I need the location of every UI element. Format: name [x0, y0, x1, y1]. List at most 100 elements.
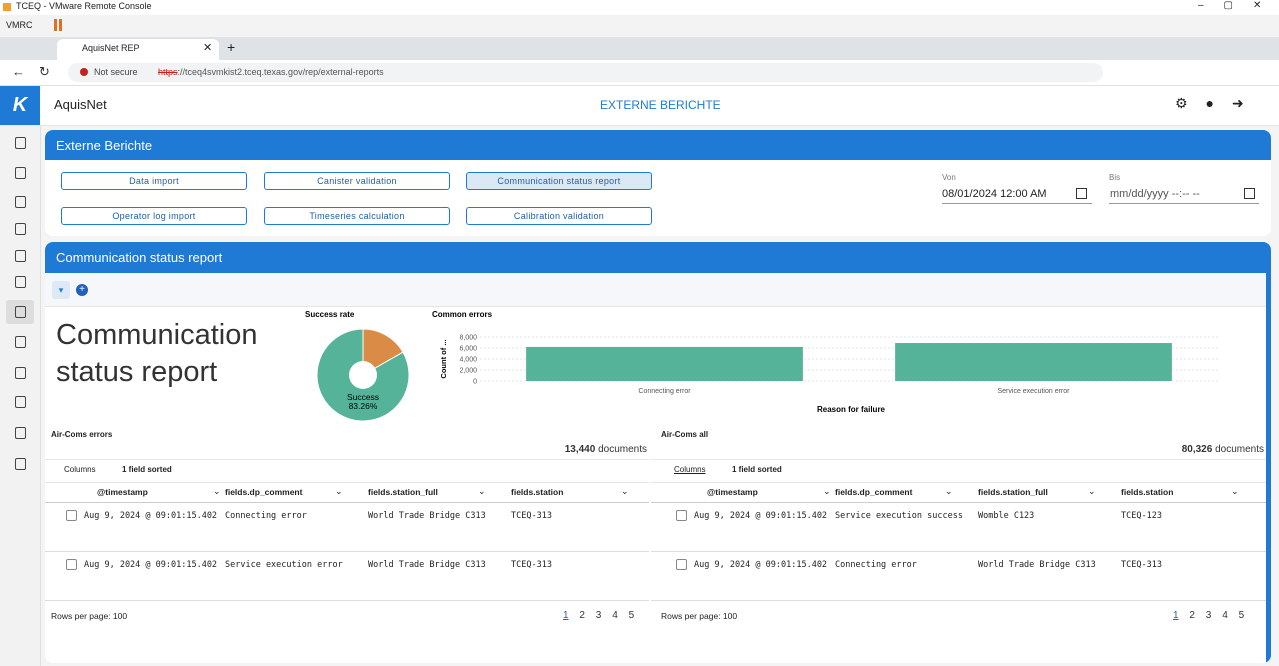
to-label: Bis: [1109, 173, 1121, 182]
table-toolbar: [45, 459, 649, 483]
security-label: Not secure: [94, 67, 138, 77]
url-path: ://tceq4svmkist2.tceq.texas.gov/rep/exte…: [177, 67, 384, 77]
sidebar-icon[interactable]: [15, 250, 26, 262]
page-link[interactable]: 2: [1189, 610, 1195, 621]
sidebar-icon[interactable]: [15, 367, 26, 379]
report-toolbar: [45, 273, 1271, 307]
table-row: [45, 503, 649, 552]
app-logo[interactable]: K: [0, 86, 40, 125]
page-link[interactable]: 5: [628, 610, 635, 621]
column-header[interactable]: fields.station: [1121, 487, 1174, 497]
report-button[interactable]: Canister validation: [264, 172, 450, 190]
tab-close[interactable]: ✕: [203, 42, 213, 54]
pause-icon[interactable]: [54, 19, 62, 31]
column-menu[interactable]: ⌄: [621, 486, 629, 496]
header-actions[interactable]: ⚙●➜: [1175, 95, 1262, 111]
sidebar-icon[interactable]: [15, 196, 26, 208]
app-header: [0, 86, 1279, 126]
column-menu[interactable]: ⌄: [823, 486, 831, 496]
column-header[interactable]: @timestamp: [97, 487, 148, 497]
page-link[interactable]: 2: [579, 610, 585, 621]
vm-menu[interactable]: VMRC: [6, 20, 33, 30]
sidebar-icon[interactable]: [15, 137, 26, 149]
cell: TCEQ-123: [1121, 511, 1162, 521]
report-heading: Communication status report: [56, 319, 258, 388]
cell: Connecting error: [835, 560, 917, 570]
page-link[interactable]: 3: [1205, 610, 1212, 621]
from-input[interactable]: [942, 185, 1092, 204]
report-button[interactable]: Communication status report: [466, 172, 652, 190]
nav-buttons[interactable]: ←↻: [12, 64, 64, 79]
cell: World Trade Bridge C313: [978, 560, 1096, 570]
column-menu[interactable]: ⌄: [213, 486, 221, 496]
columns-button[interactable]: Columns: [64, 465, 96, 474]
column-menu[interactable]: ⌄: [1088, 486, 1096, 496]
report-button[interactable]: Operator log import: [61, 207, 247, 225]
sidebar-icon[interactable]: [15, 427, 26, 439]
from-calendar[interactable]: [1076, 188, 1087, 199]
cell: TCEQ-313: [511, 511, 552, 521]
column-header[interactable]: fields.dp_comment: [835, 487, 913, 497]
column-header[interactable]: fields.station: [511, 487, 564, 497]
doc-count-unit: documents: [1215, 444, 1264, 455]
page-link[interactable]: 4: [612, 610, 618, 621]
page-link[interactable]: 1: [1173, 610, 1179, 621]
sidebar-icon[interactable]: [15, 276, 26, 288]
sort-status[interactable]: 1 field sorted: [732, 465, 782, 474]
scrollbar: [1266, 273, 1271, 663]
page-link[interactable]: 5: [1238, 610, 1245, 621]
page-link[interactable]: 3: [595, 610, 602, 621]
sidebar-icon[interactable]: [15, 306, 26, 318]
row-checkbox[interactable]: [676, 510, 687, 521]
address-box[interactable]: [68, 63, 1103, 82]
column-header[interactable]: fields.dp_comment: [225, 487, 303, 497]
page-link[interactable]: 4: [1222, 610, 1228, 621]
sort-status[interactable]: 1 field sorted: [122, 465, 172, 474]
sidebar-icon[interactable]: [15, 223, 26, 235]
to-input[interactable]: [1109, 185, 1259, 204]
tab[interactable]: [57, 39, 219, 60]
row-checkbox[interactable]: [676, 559, 687, 570]
add-button[interactable]: +: [76, 284, 88, 296]
filter-button[interactable]: ▾: [52, 281, 70, 299]
column-header[interactable]: fields.station_full: [368, 487, 438, 497]
page-link[interactable]: 1: [563, 610, 569, 621]
window-controls[interactable]: –▢✕: [1198, 0, 1279, 11]
url[interactable]: https://tceq4svmkist2.tceq.texas.gov/rep…: [158, 67, 384, 77]
sidebar-icon[interactable]: [15, 458, 26, 470]
report-button[interactable]: Calibration validation: [466, 207, 652, 225]
column-menu[interactable]: ⌄: [945, 486, 953, 496]
tab-title[interactable]: AquisNet REP: [82, 43, 140, 53]
column-header[interactable]: fields.station_full: [978, 487, 1048, 497]
table-title: Air-Coms all: [661, 430, 709, 439]
doc-count: 13,440 documents: [45, 444, 647, 455]
cell: Service execution success: [835, 511, 963, 521]
columns-button[interactable]: Columns: [674, 465, 706, 474]
sidebar-icon[interactable]: [15, 167, 26, 179]
sidebar-icon[interactable]: [15, 336, 26, 348]
column-menu[interactable]: ⌄: [1231, 486, 1239, 496]
page-title: EXTERNE BERICHTE: [600, 98, 721, 112]
new-tab[interactable]: +: [227, 39, 236, 55]
row-checkbox[interactable]: [66, 559, 77, 570]
column-header[interactable]: @timestamp: [707, 487, 758, 497]
report-panel: [45, 242, 1271, 663]
doc-count-value: 80,326: [1181, 444, 1213, 455]
report-button[interactable]: Data import: [61, 172, 247, 190]
header-row: [45, 482, 649, 503]
report-panel-header: [45, 242, 1271, 273]
report-button[interactable]: Timeseries calculation: [264, 207, 450, 225]
sidebar-icon[interactable]: [15, 396, 26, 408]
report-panel-title: Communication status report: [56, 250, 223, 265]
cell: Service execution error: [225, 560, 343, 570]
rows-per-page[interactable]: Rows per page: 100: [51, 611, 128, 621]
cell: Aug 9, 2024 @ 09:01:15.402: [694, 560, 828, 570]
column-menu[interactable]: ⌄: [478, 486, 486, 496]
sidebar-active[interactable]: [6, 300, 34, 324]
cell: Aug 9, 2024 @ 09:01:15.402: [694, 511, 828, 521]
rows-per-page[interactable]: Rows per page: 100: [661, 611, 738, 621]
from-label: Von: [942, 173, 956, 182]
column-menu[interactable]: ⌄: [335, 486, 343, 496]
row-checkbox[interactable]: [66, 510, 77, 521]
to-calendar[interactable]: [1244, 188, 1255, 199]
